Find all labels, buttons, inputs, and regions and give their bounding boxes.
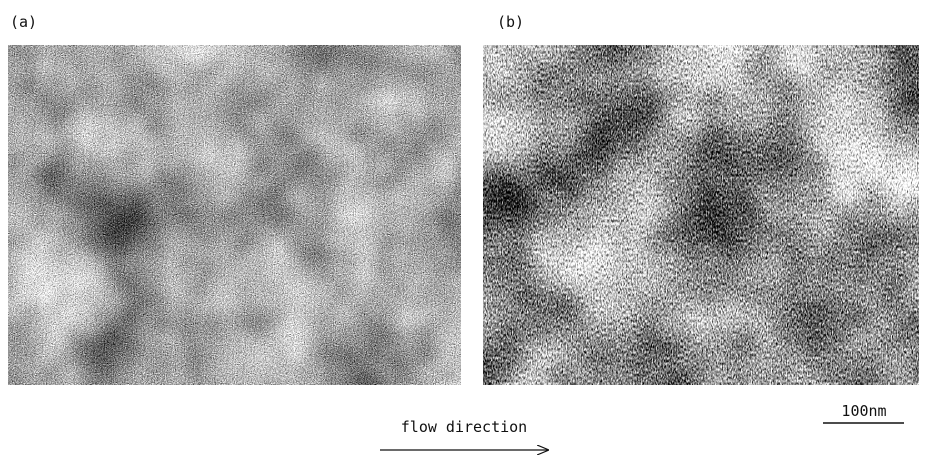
panel-label: (b) (497, 13, 524, 31)
micrograph-b (483, 45, 919, 385)
figure: (a) (b) 100nm flow direction (0, 0, 927, 457)
page: (a) (b) 100nm flow direction (() => { co… (0, 0, 927, 457)
scale-bar-label: 100nm (841, 402, 886, 420)
panel-label: (a) (10, 13, 37, 31)
micrograph-a (8, 45, 461, 385)
flow-label: flow direction (401, 418, 527, 436)
